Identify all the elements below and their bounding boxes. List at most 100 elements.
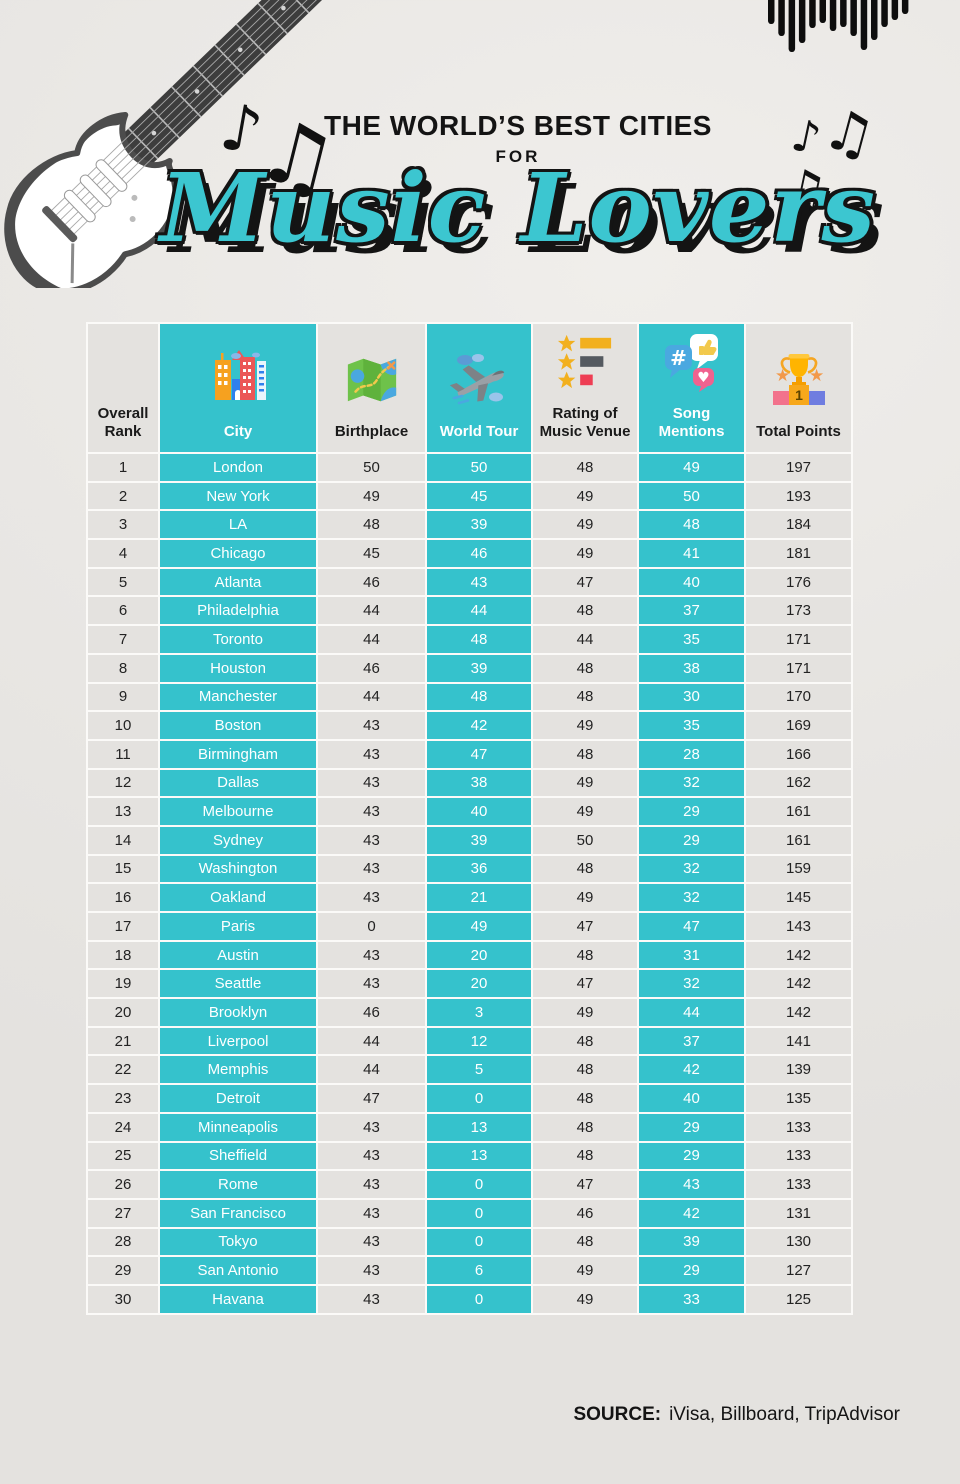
table-row: 26 Rome 43 0 47 43 133: [86, 1169, 853, 1200]
cell-rating: 47: [531, 1169, 639, 1200]
cell-rating: 48: [531, 452, 639, 483]
cell-song-mentions: 48: [637, 509, 746, 541]
cell-overall-rank: 5: [86, 566, 160, 598]
cell-overall-rank: 29: [86, 1255, 160, 1286]
svg-text:♥: ♥: [697, 370, 710, 386]
cell-song-mentions: 30: [637, 681, 746, 713]
cell-song-mentions: 31: [637, 939, 746, 971]
cell-overall-rank: 16: [86, 882, 160, 913]
table-row: 3 LA 48 39 49 48 184: [86, 509, 853, 541]
map-icon: [321, 343, 422, 417]
cell-city: Sheffield: [158, 1140, 318, 1172]
cell-rating: 49: [531, 480, 639, 512]
col-label-birthplace: Birthplace: [334, 423, 409, 441]
cell-total-points: 161: [744, 796, 853, 827]
cell-rating: 44: [531, 624, 639, 655]
table-row: 18 Austin 43 20 48 31 142: [86, 939, 853, 971]
cell-city: Washington: [158, 853, 318, 885]
table-row: 23 Detroit 47 0 48 40 135: [86, 1083, 853, 1114]
cell-rating: 48: [531, 738, 639, 770]
table-row: 22 Memphis 44 5 48 42 139: [86, 1054, 853, 1086]
cell-total-points: 142: [744, 997, 853, 1028]
table-body: 1 London 50 50 48 49 197 2 New York 49 4…: [86, 452, 853, 1315]
cell-world-tour: 48: [425, 624, 533, 655]
cell-birthplace: 44: [316, 624, 427, 655]
cell-world-tour: 0: [425, 1083, 533, 1114]
svg-text:#: #: [670, 346, 687, 370]
cell-rating: 47: [531, 911, 639, 942]
cell-rating: 48: [531, 681, 639, 713]
airplane-icon: [430, 343, 528, 417]
cell-birthplace: 49: [316, 480, 427, 512]
table-row: 15 Washington 43 36 48 32 159: [86, 853, 853, 885]
cell-overall-rank: 15: [86, 853, 160, 885]
cell-song-mentions: 41: [637, 538, 746, 569]
cell-city: Paris: [158, 911, 318, 942]
cell-world-tour: 38: [425, 767, 533, 799]
cell-song-mentions: 29: [637, 1111, 746, 1143]
cell-birthplace: 45: [316, 538, 427, 569]
cell-city: Houston: [158, 652, 318, 684]
cell-city: Detroit: [158, 1083, 318, 1114]
cell-world-tour: 48: [425, 681, 533, 713]
cell-total-points: 135: [744, 1083, 853, 1114]
cell-city: Toronto: [158, 624, 318, 655]
col-label-song-mentions: Song Mentions: [658, 404, 725, 441]
cell-overall-rank: 17: [86, 911, 160, 942]
cell-overall-rank: 27: [86, 1197, 160, 1229]
cell-world-tour: 21: [425, 882, 533, 913]
header: THE WORLD’S BEST CITIES FOR Music Lovers: [0, 110, 960, 259]
table-row: 2 New York 49 45 49 50 193: [86, 480, 853, 512]
cell-total-points: 131: [744, 1197, 853, 1229]
cell-rating: 48: [531, 595, 639, 627]
cell-overall-rank: 22: [86, 1054, 160, 1086]
cell-world-tour: 20: [425, 968, 533, 1000]
cell-city: Brooklyn: [158, 997, 318, 1028]
cell-total-points: 161: [744, 824, 853, 856]
cell-rating: 49: [531, 1255, 639, 1286]
cell-world-tour: 0: [425, 1169, 533, 1200]
cell-city: Birmingham: [158, 738, 318, 770]
cell-birthplace: 44: [316, 1025, 427, 1057]
cell-rating: 48: [531, 652, 639, 684]
cell-rating: 47: [531, 968, 639, 1000]
cell-world-tour: 36: [425, 853, 533, 885]
cell-song-mentions: 35: [637, 710, 746, 741]
cell-rating: 50: [531, 824, 639, 856]
table-row: 5 Atlanta 46 43 47 40 176: [86, 566, 853, 598]
cell-city: Havana: [158, 1283, 318, 1315]
cell-city: London: [158, 452, 318, 483]
cell-rating: 49: [531, 538, 639, 569]
cell-world-tour: 12: [425, 1025, 533, 1057]
cell-overall-rank: 12: [86, 767, 160, 799]
cell-city: Dallas: [158, 767, 318, 799]
table-row: 13 Melbourne 43 40 49 29 161: [86, 796, 853, 827]
cell-rating: 48: [531, 1054, 639, 1086]
cell-birthplace: 43: [316, 1226, 427, 1258]
table-row: 8 Houston 46 39 48 38 171: [86, 652, 853, 684]
cell-birthplace: 43: [316, 1140, 427, 1172]
col-label-world-tour: World Tour: [439, 423, 519, 441]
cell-total-points: 169: [744, 710, 853, 741]
cell-rating: 46: [531, 1197, 639, 1229]
cell-rating: 49: [531, 1283, 639, 1315]
table-row: 27 San Francisco 43 0 46 42 131: [86, 1197, 853, 1229]
cell-song-mentions: 40: [637, 566, 746, 598]
table-row: 28 Tokyo 43 0 48 39 130: [86, 1226, 853, 1258]
cell-song-mentions: 32: [637, 767, 746, 799]
cell-world-tour: 5: [425, 1054, 533, 1086]
cell-rating: 48: [531, 939, 639, 971]
cell-birthplace: 46: [316, 997, 427, 1028]
cell-rating: 48: [531, 853, 639, 885]
cell-world-tour: 39: [425, 509, 533, 541]
col-label-rating: Rating of Music Venue: [539, 404, 631, 441]
table-row: 25 Sheffield 43 13 48 29 133: [86, 1140, 853, 1172]
cell-rating: 49: [531, 767, 639, 799]
cell-overall-rank: 9: [86, 681, 160, 713]
cell-song-mentions: 42: [637, 1197, 746, 1229]
cell-city: Liverpool: [158, 1025, 318, 1057]
cell-overall-rank: 30: [86, 1283, 160, 1315]
social-mentions-icon: # ♥: [642, 325, 741, 399]
cell-world-tour: 13: [425, 1111, 533, 1143]
